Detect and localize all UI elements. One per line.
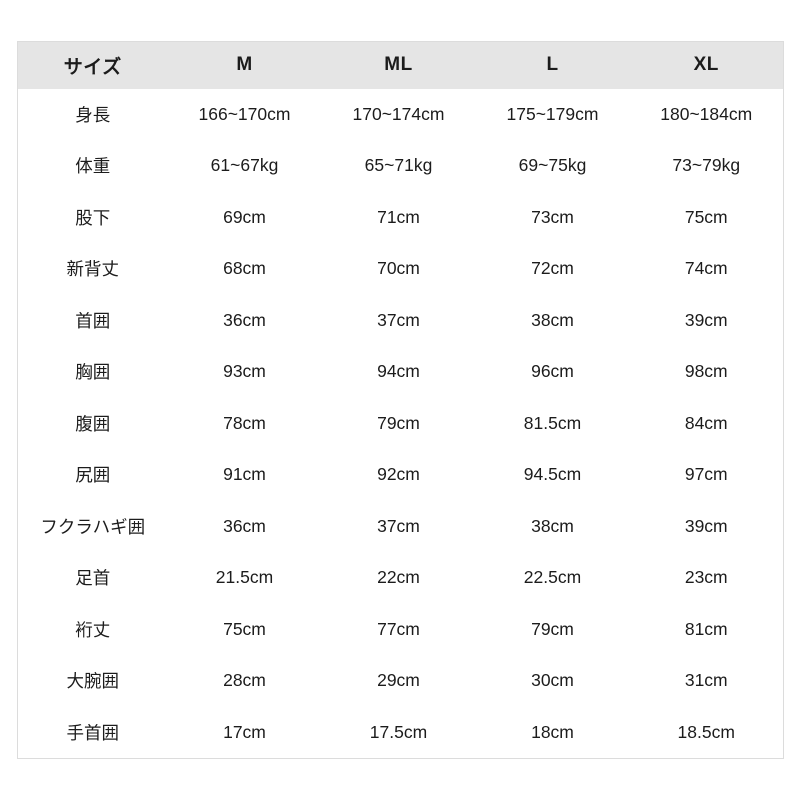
column-header-ml: ML (321, 41, 476, 89)
row-label: 腹囲 (17, 397, 168, 449)
row-label: フクラハギ囲 (17, 500, 168, 552)
cell-value: 29cm (321, 655, 476, 707)
cell-value: 81.5cm (475, 397, 630, 449)
table-row: 尻囲 91cm 92cm 94.5cm 97cm (17, 449, 784, 501)
row-label: 裄丈 (17, 603, 168, 655)
column-header-m: M (167, 41, 322, 89)
cell-value: 22cm (321, 552, 476, 604)
cell-value: 79cm (475, 603, 630, 655)
cell-value: 84cm (629, 397, 784, 449)
table-row: 腹囲 78cm 79cm 81.5cm 84cm (17, 397, 784, 449)
cell-value: 73~79kg (629, 140, 784, 192)
column-header-xl: XL (629, 41, 784, 89)
cell-value: 36cm (167, 294, 322, 346)
row-label: 手首囲 (17, 706, 168, 758)
cell-value: 69cm (167, 191, 322, 243)
table-body: 身長 166~170cm 170~174cm 175~179cm 180~184cm 体重… (17, 88, 784, 758)
cell-value: 79cm (321, 397, 476, 449)
cell-value: 170~174cm (321, 88, 476, 140)
cell-value: 166~170cm (167, 88, 322, 140)
cell-value: 72cm (475, 243, 630, 295)
cell-value: 92cm (321, 449, 476, 501)
cell-value: 75cm (167, 603, 322, 655)
table-row: 裄丈 75cm 77cm 79cm 81cm (17, 603, 784, 655)
cell-value: 36cm (167, 500, 322, 552)
cell-value: 93cm (167, 346, 322, 398)
table-row: 新背丈 68cm 70cm 72cm 74cm (17, 243, 784, 295)
cell-value: 175~179cm (475, 88, 630, 140)
size-chart-table: サイズ M ML L XL 身長 166~170cm 170~174cm 175~17… (17, 41, 784, 759)
cell-value: 73cm (475, 191, 630, 243)
row-label: 新背丈 (17, 243, 168, 295)
row-label: 足首 (17, 552, 168, 604)
cell-value: 81cm (629, 603, 784, 655)
table-row: 胸囲 93cm 94cm 96cm 98cm (17, 346, 784, 398)
cell-value: 61~67kg (167, 140, 322, 192)
cell-value: 23cm (629, 552, 784, 604)
cell-value: 37cm (321, 500, 476, 552)
cell-value: 30cm (475, 655, 630, 707)
cell-value: 37cm (321, 294, 476, 346)
cell-value: 22.5cm (475, 552, 630, 604)
cell-value: 31cm (629, 655, 784, 707)
cell-value: 68cm (167, 243, 322, 295)
row-label: 尻囲 (17, 449, 168, 501)
cell-value: 98cm (629, 346, 784, 398)
cell-value: 180~184cm (629, 88, 784, 140)
table-row: 首囲 36cm 37cm 38cm 39cm (17, 294, 784, 346)
table-row: 身長 166~170cm 170~174cm 175~179cm 180~184cm (17, 88, 784, 140)
cell-value: 75cm (629, 191, 784, 243)
cell-value: 70cm (321, 243, 476, 295)
cell-value: 94cm (321, 346, 476, 398)
cell-value: 38cm (475, 294, 630, 346)
cell-value: 78cm (167, 397, 322, 449)
table-row: 手首囲 17cm 17.5cm 18cm 18.5cm (17, 706, 784, 758)
row-label: 身長 (17, 88, 168, 140)
cell-value: 28cm (167, 655, 322, 707)
cell-value: 39cm (629, 500, 784, 552)
row-label: 大腕囲 (17, 655, 168, 707)
cell-value: 38cm (475, 500, 630, 552)
cell-value: 65~71kg (321, 140, 476, 192)
table-row: 体重 61~67kg 65~71kg 69~75kg 73~79kg (17, 140, 784, 192)
cell-value: 77cm (321, 603, 476, 655)
column-header-size: サイズ (17, 41, 168, 89)
cell-value: 94.5cm (475, 449, 630, 501)
row-label: 体重 (17, 140, 168, 192)
table-row: 股下 69cm 71cm 73cm 75cm (17, 191, 784, 243)
cell-value: 39cm (629, 294, 784, 346)
cell-value: 97cm (629, 449, 784, 501)
table-row: フクラハギ囲 36cm 37cm 38cm 39cm (17, 500, 784, 552)
cell-value: 17.5cm (321, 706, 476, 758)
cell-value: 18.5cm (629, 706, 784, 758)
table-row: 大腕囲 28cm 29cm 30cm 31cm (17, 655, 784, 707)
cell-value: 21.5cm (167, 552, 322, 604)
cell-value: 18cm (475, 706, 630, 758)
cell-value: 17cm (167, 706, 322, 758)
cell-value: 91cm (167, 449, 322, 501)
cell-value: 69~75kg (475, 140, 630, 192)
cell-value: 71cm (321, 191, 476, 243)
table-header-row: サイズ M ML L XL (17, 41, 784, 89)
column-header-l: L (475, 41, 630, 89)
row-label: 股下 (17, 191, 168, 243)
cell-value: 74cm (629, 243, 784, 295)
table-row: 足首 21.5cm 22cm 22.5cm 23cm (17, 552, 784, 604)
cell-value: 96cm (475, 346, 630, 398)
row-label: 胸囲 (17, 346, 168, 398)
row-label: 首囲 (17, 294, 168, 346)
